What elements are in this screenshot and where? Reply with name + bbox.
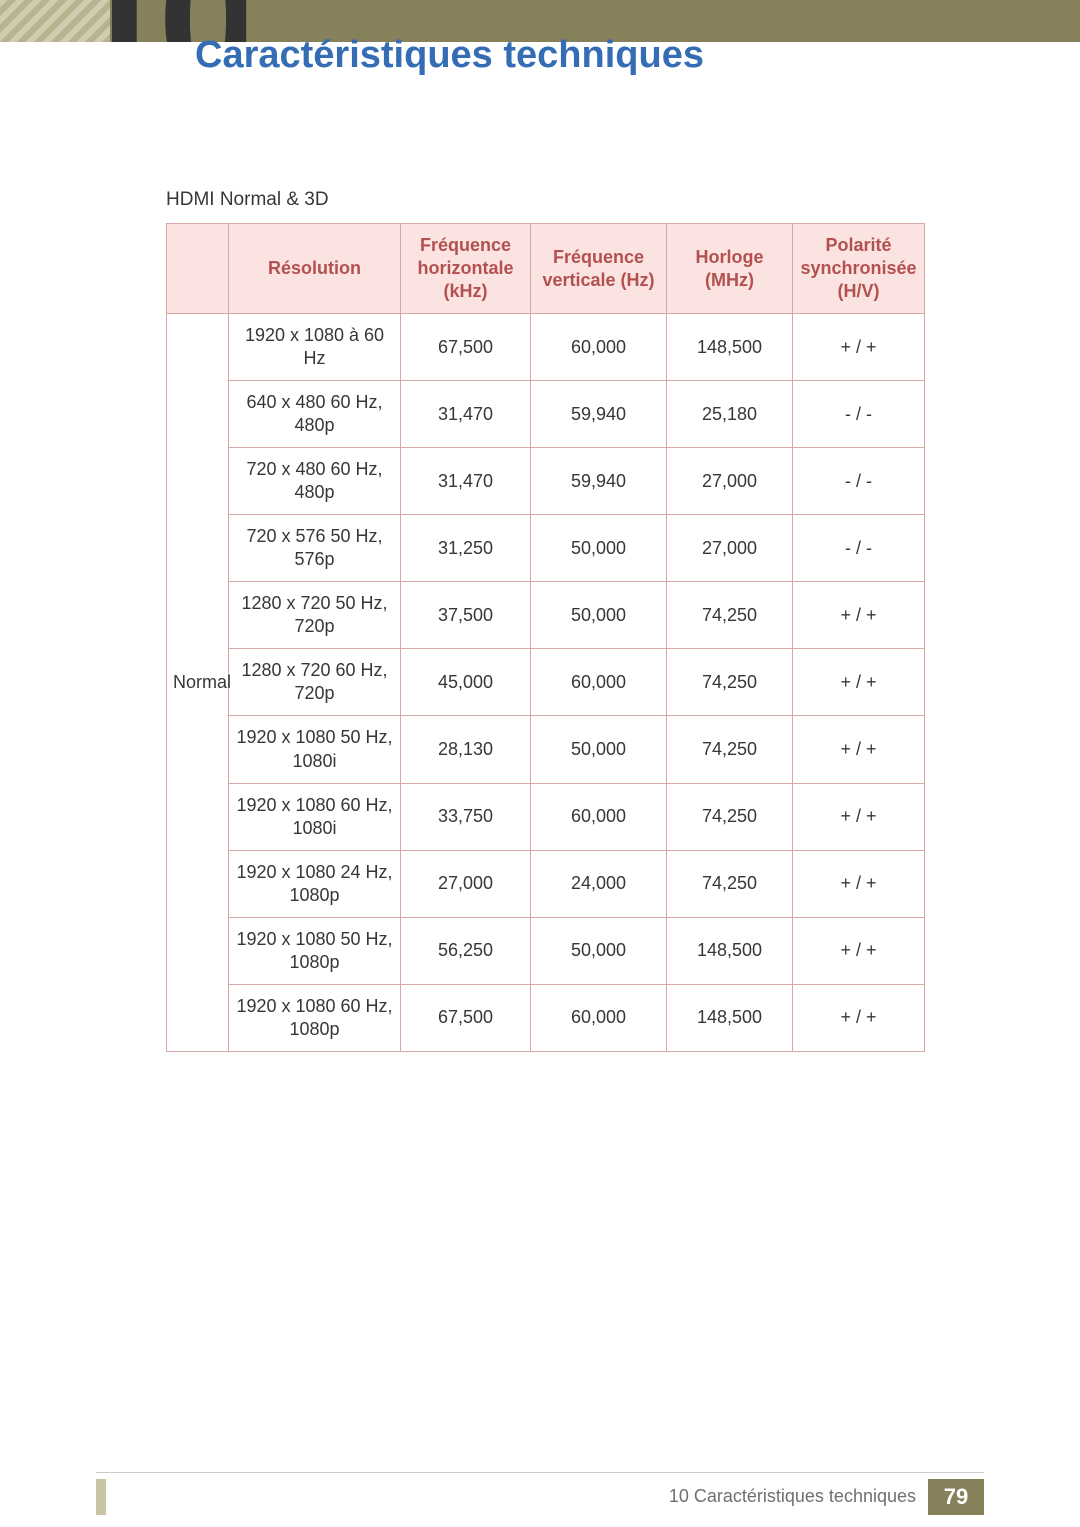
cell-polarity: - / - bbox=[793, 381, 925, 448]
table-body: Normal1920 x 1080 à 60 Hz67,50060,000148… bbox=[167, 314, 925, 1052]
cell-polarity: + / + bbox=[793, 716, 925, 783]
cell-hfreq: 45,000 bbox=[401, 649, 531, 716]
cell-resolution: 1920 x 1080 à 60 Hz bbox=[229, 314, 401, 381]
cell-resolution: 640 x 480 60 Hz,480p bbox=[229, 381, 401, 448]
col-header-hfreq: Fréquence horizontale (kHz) bbox=[401, 224, 531, 314]
table-header: Résolution Fréquence horizontale (kHz) F… bbox=[167, 224, 925, 314]
footer-divider bbox=[96, 1472, 984, 1473]
cell-vfreq: 50,000 bbox=[531, 582, 667, 649]
col-header-vfreq: Fréquence verticale (Hz) bbox=[531, 224, 667, 314]
cell-resolution: 1280 x 720 50 Hz,720p bbox=[229, 582, 401, 649]
cell-clock: 74,250 bbox=[667, 850, 793, 917]
cell-polarity: + / + bbox=[793, 783, 925, 850]
cell-clock: 74,250 bbox=[667, 649, 793, 716]
cell-vfreq: 59,940 bbox=[531, 448, 667, 515]
cell-hfreq: 31,470 bbox=[401, 448, 531, 515]
table-row: 1280 x 720 60 Hz,720p45,00060,00074,250+… bbox=[167, 649, 925, 716]
cell-clock: 27,000 bbox=[667, 515, 793, 582]
cell-resolution: 720 x 480 60 Hz,480p bbox=[229, 448, 401, 515]
cell-clock: 25,180 bbox=[667, 381, 793, 448]
cell-vfreq: 59,940 bbox=[531, 381, 667, 448]
footer-accent-bar bbox=[96, 1479, 106, 1515]
cell-vfreq: 60,000 bbox=[531, 984, 667, 1051]
spec-table: Résolution Fréquence horizontale (kHz) F… bbox=[166, 223, 925, 1052]
cell-vfreq: 24,000 bbox=[531, 850, 667, 917]
cell-clock: 74,250 bbox=[667, 716, 793, 783]
cell-polarity: + / + bbox=[793, 649, 925, 716]
table-row: Normal1920 x 1080 à 60 Hz67,50060,000148… bbox=[167, 314, 925, 381]
cell-clock: 27,000 bbox=[667, 448, 793, 515]
table-row: 1920 x 1080 60 Hz,1080p67,50060,000148,5… bbox=[167, 984, 925, 1051]
cell-hfreq: 56,250 bbox=[401, 917, 531, 984]
cell-polarity: - / - bbox=[793, 448, 925, 515]
table-row: 640 x 480 60 Hz,480p31,47059,94025,180- … bbox=[167, 381, 925, 448]
table-row: 1920 x 1080 60 Hz,1080i33,75060,00074,25… bbox=[167, 783, 925, 850]
cell-hfreq: 67,500 bbox=[401, 984, 531, 1051]
col-header-group bbox=[167, 224, 229, 314]
cell-polarity: + / + bbox=[793, 850, 925, 917]
cell-vfreq: 60,000 bbox=[531, 783, 667, 850]
cell-resolution: 1920 x 1080 24 Hz,1080p bbox=[229, 850, 401, 917]
cell-hfreq: 37,500 bbox=[401, 582, 531, 649]
cell-polarity: + / + bbox=[793, 314, 925, 381]
cell-resolution: 1920 x 1080 60 Hz,1080p bbox=[229, 984, 401, 1051]
cell-polarity: + / + bbox=[793, 984, 925, 1051]
table-row: 1920 x 1080 24 Hz,1080p27,00024,00074,25… bbox=[167, 850, 925, 917]
page-number-box: 79 bbox=[928, 1479, 984, 1515]
cell-vfreq: 50,000 bbox=[531, 515, 667, 582]
cell-hfreq: 31,470 bbox=[401, 381, 531, 448]
cell-polarity: + / + bbox=[793, 917, 925, 984]
page-title: Caractéristiques techniques bbox=[195, 34, 704, 77]
cell-clock: 74,250 bbox=[667, 783, 793, 850]
cell-resolution: 720 x 576 50 Hz,576p bbox=[229, 515, 401, 582]
cell-clock: 148,500 bbox=[667, 314, 793, 381]
cell-resolution: 1920 x 1080 50 Hz,1080p bbox=[229, 917, 401, 984]
cell-vfreq: 60,000 bbox=[531, 314, 667, 381]
cell-hfreq: 67,500 bbox=[401, 314, 531, 381]
spec-table-container: Résolution Fréquence horizontale (kHz) F… bbox=[166, 223, 924, 1052]
table-row: 1280 x 720 50 Hz,720p37,50050,00074,250+… bbox=[167, 582, 925, 649]
cell-hfreq: 27,000 bbox=[401, 850, 531, 917]
group-label-cell: Normal bbox=[167, 314, 229, 1052]
cell-hfreq: 28,130 bbox=[401, 716, 531, 783]
cell-clock: 148,500 bbox=[667, 984, 793, 1051]
cell-vfreq: 50,000 bbox=[531, 716, 667, 783]
cell-clock: 74,250 bbox=[667, 582, 793, 649]
table-row: 1920 x 1080 50 Hz,1080p56,25050,000148,5… bbox=[167, 917, 925, 984]
col-header-polarity: Polarité synchronisée (H/V) bbox=[793, 224, 925, 314]
cell-hfreq: 33,750 bbox=[401, 783, 531, 850]
table-row: 720 x 480 60 Hz,480p31,47059,94027,000- … bbox=[167, 448, 925, 515]
table-row: 720 x 576 50 Hz,576p31,25050,00027,000- … bbox=[167, 515, 925, 582]
col-header-resolution: Résolution bbox=[229, 224, 401, 314]
table-row: 1920 x 1080 50 Hz,1080i28,13050,00074,25… bbox=[167, 716, 925, 783]
cell-resolution: 1280 x 720 60 Hz,720p bbox=[229, 649, 401, 716]
section-subtitle: HDMI Normal & 3D bbox=[166, 189, 329, 211]
footer-chapter-label: 10 Caractéristiques techniques bbox=[669, 1486, 916, 1507]
cell-vfreq: 50,000 bbox=[531, 917, 667, 984]
cell-clock: 148,500 bbox=[667, 917, 793, 984]
cell-resolution: 1920 x 1080 50 Hz,1080i bbox=[229, 716, 401, 783]
cell-hfreq: 31,250 bbox=[401, 515, 531, 582]
cell-resolution: 1920 x 1080 60 Hz,1080i bbox=[229, 783, 401, 850]
col-header-clock: Horloge (MHz) bbox=[667, 224, 793, 314]
cell-polarity: - / - bbox=[793, 515, 925, 582]
cell-polarity: + / + bbox=[793, 582, 925, 649]
cell-vfreq: 60,000 bbox=[531, 649, 667, 716]
